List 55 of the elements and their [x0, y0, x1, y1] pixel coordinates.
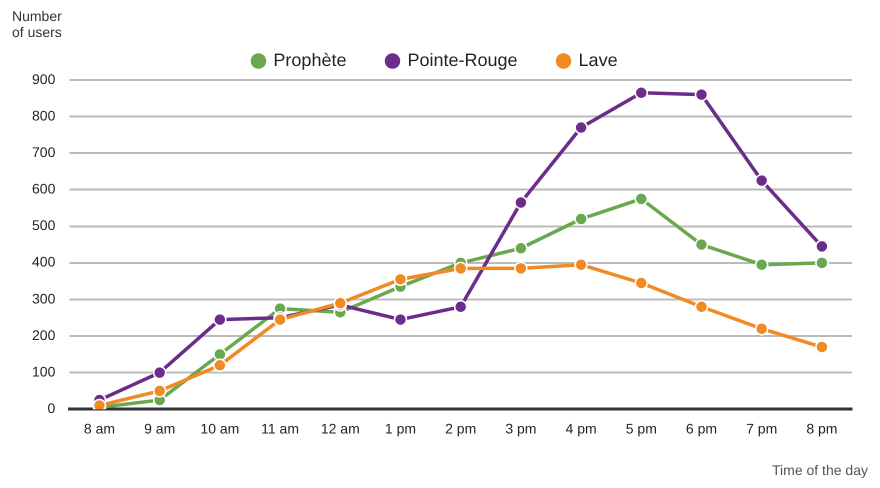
x-tick-label: 6 pm — [686, 420, 718, 436]
point — [454, 300, 468, 314]
point — [574, 212, 588, 226]
x-axis-title: Time of the day — [772, 462, 868, 478]
point — [213, 312, 227, 326]
point — [394, 272, 408, 286]
point — [574, 258, 588, 272]
point — [754, 258, 768, 272]
point — [514, 196, 528, 210]
legend-label: Prophète — [273, 50, 346, 70]
point — [694, 88, 708, 102]
x-tick-label: 2 pm — [445, 420, 476, 436]
point — [152, 366, 166, 380]
x-tick-label: 1 pm — [384, 420, 416, 436]
point — [394, 312, 408, 326]
y-tick-label: 900 — [32, 70, 56, 87]
x-tick-label: 8 am — [84, 420, 116, 436]
x-tick-label: 8 pm — [806, 420, 838, 436]
legend-label: Lave — [578, 50, 618, 70]
y-tick-label: 500 — [32, 217, 56, 234]
point — [213, 348, 227, 362]
point — [574, 120, 588, 134]
point — [152, 384, 166, 398]
legend-label: Pointe-Rouge — [407, 50, 518, 70]
point — [694, 300, 708, 314]
y-tick-label: 200 — [32, 326, 56, 343]
point — [213, 358, 227, 372]
x-tick-label: 5 pm — [626, 420, 657, 436]
x-tick-label: 3 pm — [505, 420, 536, 436]
point — [514, 242, 528, 256]
point — [815, 240, 829, 254]
y-tick-label: 400 — [32, 254, 56, 270]
x-tick-label: 9 am — [144, 420, 176, 436]
x-tick-label: 4 pm — [566, 420, 597, 436]
y-tick-label: 800 — [32, 107, 56, 124]
y-tick-label: 300 — [32, 290, 56, 306]
point — [634, 86, 648, 100]
point — [514, 262, 528, 276]
y-tick-label: 100 — [32, 363, 56, 380]
x-tick-label: 10 am — [200, 420, 240, 436]
point — [694, 238, 708, 252]
point — [754, 322, 768, 336]
point — [815, 340, 829, 354]
x-tick-label: 12 am — [320, 420, 360, 436]
point — [454, 262, 468, 276]
x-tick-label: 7 pm — [746, 420, 778, 436]
point — [634, 192, 648, 206]
y-axis-title: Number of users — [12, 8, 62, 40]
y-tick-label: 600 — [32, 180, 56, 197]
point — [815, 256, 829, 270]
point — [754, 174, 768, 188]
y-tick-label: 700 — [32, 144, 56, 160]
point — [634, 276, 648, 290]
y-tick-label: 0 — [48, 400, 56, 416]
x-tick-label: 11 am — [261, 420, 300, 436]
